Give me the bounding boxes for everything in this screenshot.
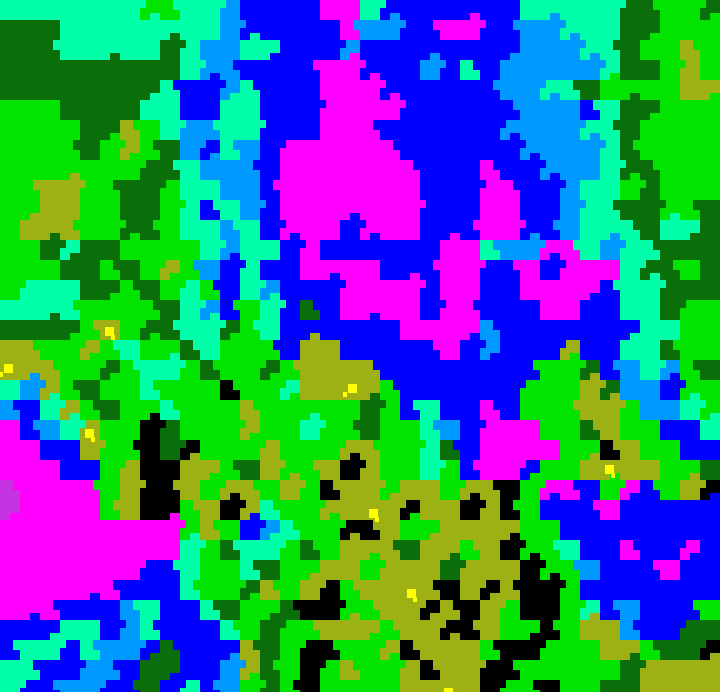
weather-radar-mosaic-image <box>0 0 720 692</box>
radar-image-container <box>0 0 720 692</box>
